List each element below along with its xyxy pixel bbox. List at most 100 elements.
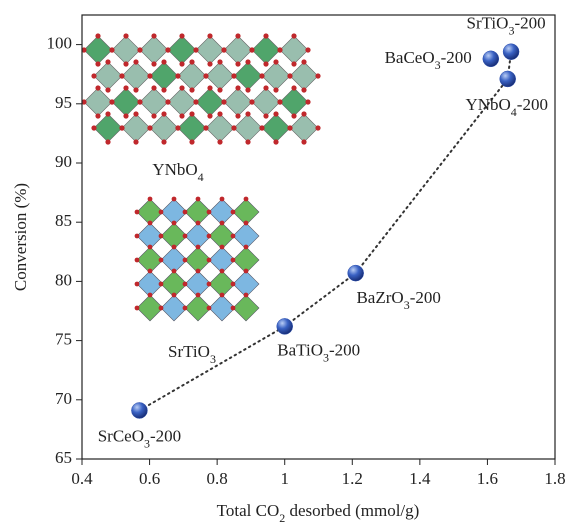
atom: [183, 234, 188, 239]
atom: [301, 139, 306, 144]
atom: [196, 245, 201, 250]
atom: [165, 47, 170, 52]
atom: [109, 99, 114, 104]
atom: [217, 87, 222, 92]
atom: [119, 73, 124, 78]
trend-line: [285, 273, 356, 326]
atom: [151, 113, 156, 118]
atom: [151, 85, 156, 90]
atom: [123, 113, 128, 118]
atom: [161, 139, 166, 144]
atom: [291, 113, 296, 118]
y-tick-label: 100: [47, 34, 73, 53]
atom: [291, 33, 296, 38]
y-tick-label: 65: [55, 448, 72, 467]
atom: [273, 111, 278, 116]
atom: [161, 87, 166, 92]
atom: [259, 125, 264, 130]
x-tick-label: 1.4: [409, 469, 431, 488]
atom: [231, 258, 236, 263]
x-axis-title: Total CO2 desorbed (mmol/g): [217, 501, 420, 525]
atom: [244, 221, 249, 226]
atom: [172, 197, 177, 202]
atom: [207, 234, 212, 239]
atom: [263, 85, 268, 90]
atom: [175, 125, 180, 130]
y-axis-title: Conversion (%): [11, 183, 30, 291]
data-point: [483, 51, 499, 67]
atom: [135, 210, 140, 215]
atom: [179, 113, 184, 118]
atom: [217, 59, 222, 64]
atom: [244, 293, 249, 298]
atom: [193, 47, 198, 52]
atom: [151, 61, 156, 66]
atom: [137, 47, 142, 52]
atom: [165, 99, 170, 104]
atom: [217, 111, 222, 116]
atom: [105, 139, 110, 144]
atom: [196, 197, 201, 202]
atom: [196, 293, 201, 298]
atom: [135, 258, 140, 263]
atom: [235, 113, 240, 118]
atom: [277, 99, 282, 104]
structure-label: YNbO4: [152, 160, 203, 184]
atom: [259, 73, 264, 78]
point-label: BaCeO3-200: [385, 48, 472, 72]
y-tick-label: 75: [55, 330, 72, 349]
atom: [133, 111, 138, 116]
atom: [235, 85, 240, 90]
atom: [291, 61, 296, 66]
atom: [95, 85, 100, 90]
atom: [245, 111, 250, 116]
atom: [95, 33, 100, 38]
atom: [207, 33, 212, 38]
atom: [159, 210, 164, 215]
atom: [277, 47, 282, 52]
atom: [217, 139, 222, 144]
atom: [249, 99, 254, 104]
atom: [263, 61, 268, 66]
atom: [172, 269, 177, 274]
data-point: [503, 44, 519, 60]
atom: [244, 269, 249, 274]
atom: [231, 234, 236, 239]
atom: [305, 99, 310, 104]
point-label: YNbO4-200: [465, 95, 548, 119]
atom: [183, 210, 188, 215]
atom: [207, 306, 212, 311]
atom: [207, 85, 212, 90]
x-tick-label: 1.6: [477, 469, 498, 488]
atom: [159, 234, 164, 239]
atom: [315, 73, 320, 78]
atom: [220, 221, 225, 226]
atom: [179, 85, 184, 90]
atom: [301, 111, 306, 116]
atom: [315, 125, 320, 130]
point-label: BaTiO3-200: [277, 340, 360, 364]
y-tick-label: 85: [55, 211, 72, 230]
atom: [263, 113, 268, 118]
atom: [148, 245, 153, 250]
atom: [147, 73, 152, 78]
atom: [151, 33, 156, 38]
trend-line: [139, 326, 284, 410]
point-label: BaZrO3-200: [356, 288, 440, 312]
atom: [291, 85, 296, 90]
atom: [123, 33, 128, 38]
atom: [179, 33, 184, 38]
atom: [207, 61, 212, 66]
atom: [220, 293, 225, 298]
atom: [135, 306, 140, 311]
atom: [231, 282, 236, 287]
atom: [305, 47, 310, 52]
atom: [91, 125, 96, 130]
point-label: SrTiO3-200: [467, 14, 546, 38]
y-tick-label: 70: [55, 389, 72, 408]
y-tick-label: 90: [55, 152, 72, 171]
atom: [189, 87, 194, 92]
x-tick-label: 0.6: [139, 469, 160, 488]
atom: [119, 125, 124, 130]
atom: [123, 85, 128, 90]
